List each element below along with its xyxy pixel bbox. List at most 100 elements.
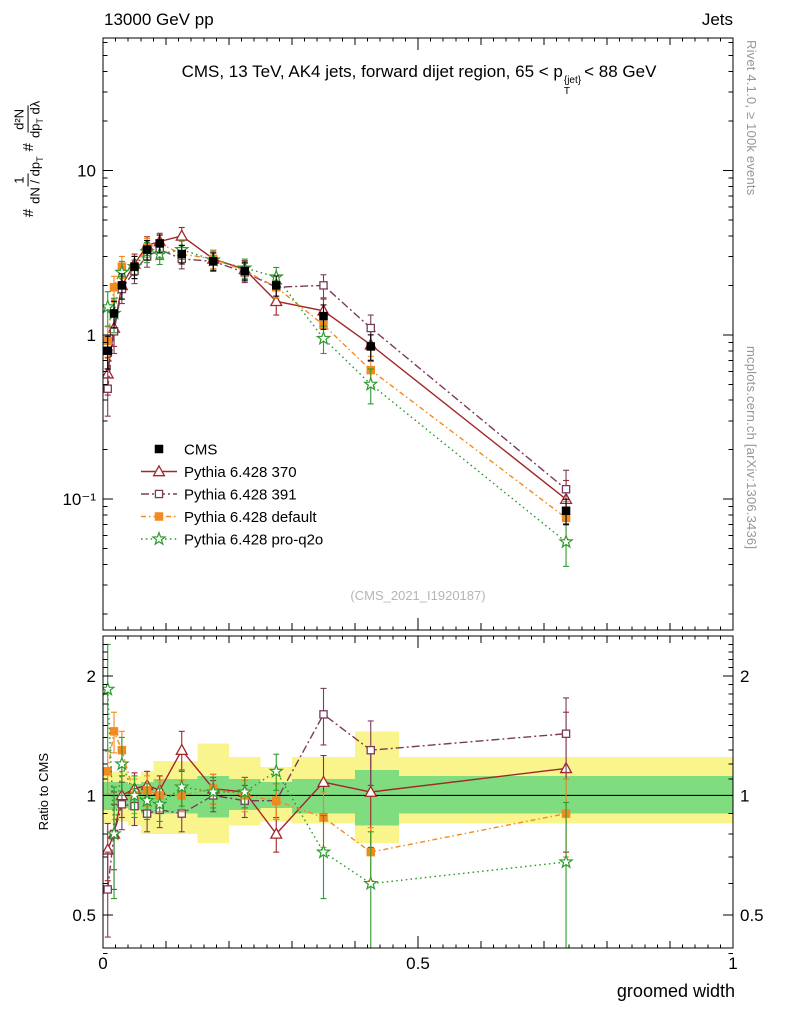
green-band-bin (355, 769, 400, 826)
marker-open-triangle (316, 775, 331, 788)
green-band-bin (103, 782, 111, 810)
svg-text:0.5: 0.5 (740, 906, 764, 925)
svg-text:1: 1 (728, 954, 737, 973)
marker-filled-square (109, 309, 119, 318)
marker-open-star (268, 763, 285, 778)
svg-text:Pythia 6.428 default: Pythia 6.428 default (184, 509, 317, 526)
marker-open-star (151, 796, 168, 811)
svg-text:Pythia 6.428 370: Pythia 6.428 370 (184, 464, 297, 481)
marker-open-star (114, 755, 130, 771)
marker-open-square (154, 489, 164, 499)
marker-open-star (558, 853, 574, 869)
marker-open-square (561, 729, 571, 738)
marker-open-star (205, 783, 222, 799)
fraction-d2n: d²N dpT dλ (11, 100, 46, 139)
svg-text:Pythia 6.428 pro-q2o: Pythia 6.428 pro-q2o (184, 532, 323, 549)
marker-open-triangle (364, 785, 378, 797)
series-line (107, 242, 567, 519)
svg-text:CMS: CMS (184, 442, 217, 459)
marker-filled-square (154, 512, 164, 521)
marker-open-square (561, 484, 571, 494)
marker-open-star (126, 787, 143, 803)
marker-open-square (319, 281, 328, 290)
svg-text:2: 2 (87, 667, 96, 686)
series-line (107, 235, 567, 500)
ratio-panel-frame (102, 635, 734, 949)
marker-filled-square (109, 727, 119, 736)
marker-open-star (151, 530, 167, 546)
svg-text:0: 0 (98, 954, 107, 973)
marker-open-square (366, 323, 375, 333)
ratio-panel-series (103, 643, 733, 948)
svg-text:1: 1 (87, 786, 96, 805)
svg-text:0.5: 0.5 (72, 906, 96, 925)
marker-open-star (362, 875, 379, 891)
marker-filled-square (177, 249, 186, 259)
marker-open-triangle (269, 826, 283, 839)
marker-filled-square (142, 245, 152, 254)
rivet-version-label: Rivet 4.1.0, ≥ 100k events (744, 40, 759, 196)
marker-filled-square (109, 282, 119, 292)
hash-symbol: # (19, 208, 37, 218)
marker-filled-square (366, 342, 375, 351)
marker-open-square (103, 885, 112, 894)
marker-open-square (319, 710, 328, 719)
marker-filled-square (155, 239, 164, 248)
marker-open-star (315, 330, 332, 346)
marker-open-star (362, 376, 379, 391)
analysis-id-watermark: (CMS_2021_I1920187) (350, 588, 486, 603)
svg-text:Pythia 6.428 391: Pythia 6.428 391 (184, 487, 297, 504)
marker-filled-square (240, 266, 249, 276)
marker-filled-square (561, 506, 571, 516)
series-line (107, 248, 567, 490)
marker-open-square (117, 800, 127, 809)
pt-jet-sub: T (563, 85, 570, 97)
marker-filled-square (319, 311, 328, 321)
marker-open-triangle (269, 294, 283, 307)
ratio-uncertainty-bands (103, 731, 733, 843)
marker-open-triangle (175, 228, 189, 241)
marker-filled-square (117, 281, 127, 290)
beam-energy-label: 13000 GeV pp (104, 10, 214, 29)
plot-title-text: CMS, 13 TeV, AK4 jets, forward dijet reg… (181, 62, 563, 81)
marker-open-star (173, 778, 190, 794)
marker-open-star (315, 843, 332, 859)
series-line (107, 248, 567, 543)
marker-filled-square (208, 257, 218, 266)
marker-filled-square (130, 262, 139, 271)
marker-open-star (558, 533, 574, 549)
hash-symbol: # (19, 143, 37, 152)
fraction-one-over-dn: 1 dN / dpT (11, 156, 46, 204)
marker-open-square (103, 384, 112, 393)
pt-jet-sup: {jet} (563, 75, 582, 86)
plot-title: CMS, 13 TeV, AK4 jets, forward dijet reg… (88, 62, 750, 97)
svg-text:10: 10 (77, 161, 96, 180)
axes-and-legend: 10 1 10⁻¹ 2 2 1 1 0.5 0.5 0 0.5 1 CMS Pythia 6.428 37… (62, 37, 764, 973)
main-panel-series (103, 226, 574, 567)
process-label: Jets (701, 10, 733, 29)
marker-filled-square (271, 796, 281, 805)
mcplots-credit-label: mcplots.cern.ch [arXiv:1306.3436] (744, 346, 759, 550)
svg-text:1: 1 (87, 326, 96, 345)
marker-open-star (139, 792, 155, 808)
main-panel-frame (102, 37, 734, 631)
marker-open-triangle (152, 464, 166, 477)
svg-text:10⁻¹: 10⁻¹ (62, 490, 96, 509)
pt-jet-supsub: {jet} T (563, 75, 582, 97)
marker-filled-square (154, 444, 164, 454)
marker-filled-square (271, 281, 281, 290)
y-axis-label-ratio: Ratio to CMS (36, 753, 51, 831)
marker-open-square (366, 745, 375, 755)
y-axis-label-main: #1 dN / dpT # d²N dpT dλ (11, 31, 46, 281)
marker-open-star (106, 825, 122, 841)
marker-open-triangle (175, 743, 189, 756)
marker-filled-square (103, 767, 112, 776)
svg-text:1: 1 (740, 786, 749, 805)
svg-text:0.5: 0.5 (406, 954, 430, 973)
plot-title-suffix: < 88 GeV (584, 62, 657, 81)
marker-open-star (236, 783, 253, 799)
x-axis-label: groomed width (616, 981, 735, 1001)
svg-text:2: 2 (740, 667, 749, 686)
